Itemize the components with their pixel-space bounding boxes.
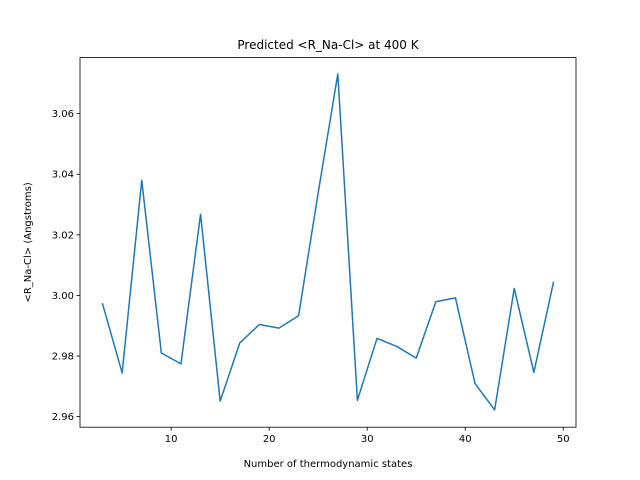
y-tick-label: 3.00 [52, 291, 74, 302]
y-tick-label: 2.98 [52, 352, 74, 363]
y-tick-label: 3.02 [52, 230, 74, 241]
y-axis-label: <R_Na-Cl> (Angstroms) [23, 182, 34, 302]
x-tick-label: 30 [361, 434, 374, 445]
plot-area [80, 57, 576, 428]
x-tick-label: 10 [165, 434, 178, 445]
series-line [101, 73, 555, 411]
y-tick-label: 3.04 [52, 170, 74, 181]
plot-frame [79, 57, 577, 428]
chart-title: Predicted <R_Na-Cl> at 400 K [237, 38, 419, 52]
x-axis-label: Number of thermodynamic states [244, 459, 413, 470]
ticks-layer: 10 20 30 40 50 2.96 2.98 3.00 3.02 3.04 3.06 [52, 109, 570, 445]
y-tick-label: 3.06 [52, 109, 74, 120]
x-tick-label: 20 [263, 434, 276, 445]
x-tick-label: 40 [459, 434, 472, 445]
x-tick-label: 50 [557, 434, 570, 445]
y-tick-label: 2.96 [52, 412, 74, 423]
series-layer [101, 73, 555, 411]
